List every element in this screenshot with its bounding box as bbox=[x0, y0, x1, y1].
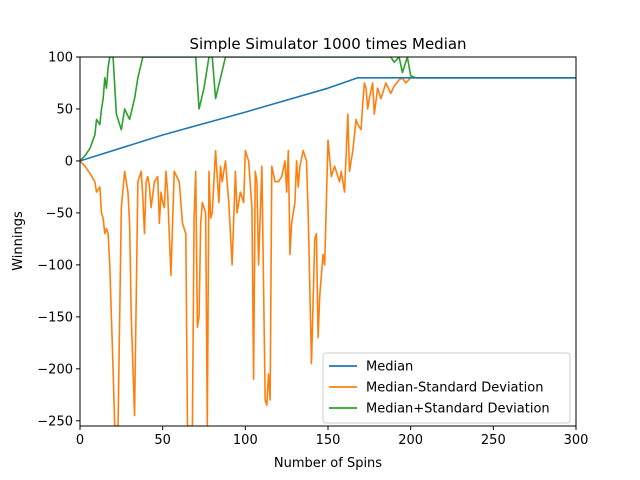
series-line-0 bbox=[80, 76, 576, 162]
y-tick-label: −200 bbox=[37, 362, 73, 377]
y-tick-label: 50 bbox=[56, 102, 73, 117]
legend: Median Median-Standard Deviation Median+St… bbox=[322, 352, 571, 424]
legend-label-0: Median bbox=[366, 360, 413, 375]
x-tick-label: 0 bbox=[76, 433, 84, 448]
x-axis: 0 50 100 150 200 250 300 bbox=[76, 426, 589, 448]
y-tick-label: −50 bbox=[46, 206, 73, 221]
y-tick-label: −100 bbox=[37, 258, 73, 273]
y-tick-label: −150 bbox=[37, 310, 73, 325]
x-tick-label: 100 bbox=[233, 433, 258, 448]
series-layer bbox=[80, 57, 576, 426]
x-tick-label: 150 bbox=[316, 433, 341, 448]
x-tick-label: 250 bbox=[481, 433, 506, 448]
y-axis: −250 −200 −150 −100 −50 0 50 100 bbox=[37, 51, 80, 429]
legend-box bbox=[322, 352, 571, 424]
y-tick-label: 0 bbox=[65, 154, 73, 169]
series-line-2 bbox=[80, 57, 576, 163]
y-axis-label: Winnings bbox=[11, 211, 26, 271]
x-tick-label: 200 bbox=[398, 433, 423, 448]
x-tick-label: 50 bbox=[154, 433, 171, 448]
y-tick-label: 100 bbox=[48, 51, 73, 66]
chart-title: Simple Simulator 1000 times Median bbox=[189, 35, 466, 53]
x-axis-label: Number of Spins bbox=[274, 456, 382, 471]
x-tick-label: 300 bbox=[564, 433, 589, 448]
y-tick-label: −250 bbox=[37, 414, 73, 429]
legend-label-1: Median-Standard Deviation bbox=[366, 381, 543, 396]
legend-label-2: Median+Standard Deviation bbox=[366, 402, 550, 417]
series-line-1 bbox=[80, 76, 576, 426]
